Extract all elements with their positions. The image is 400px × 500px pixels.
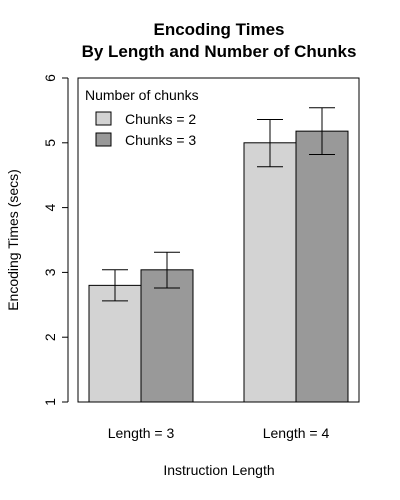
legend-swatch-1 — [95, 111, 112, 126]
bar-1-2 — [140, 269, 194, 403]
y-axis: 1 2 3 4 5 6 — [42, 74, 69, 406]
x-axis-label: Instruction Length — [163, 462, 274, 478]
y-tick-label: 3 — [42, 268, 58, 276]
x-tick-label: Length = 3 — [108, 425, 175, 441]
y-tick-label: 4 — [42, 203, 58, 211]
x-axis: Length = 3 Length = 4 — [108, 425, 330, 441]
y-axis-label: Encoding Times (secs) — [5, 169, 21, 311]
bar-2-2 — [295, 130, 349, 403]
plot-frame — [77, 77, 360, 403]
y-tick-label: 5 — [42, 139, 58, 147]
legend-label-2: Chunks = 3 — [125, 132, 196, 148]
bars-group — [88, 130, 349, 403]
error-bars-group — [102, 107, 335, 302]
bar-2-1 — [243, 142, 297, 403]
legend-title: Number of chunks — [85, 87, 199, 103]
legend-label-1: Chunks = 2 — [125, 111, 196, 127]
chart-title: Encoding Times — [154, 20, 285, 39]
bar-1-1 — [88, 284, 142, 403]
legend: Number of chunks Chunks = 2 Chunks = 3 — [85, 87, 199, 148]
x-tick-label: Length = 4 — [263, 425, 330, 441]
y-tick-label: 1 — [42, 398, 58, 406]
legend-swatch-2 — [95, 132, 112, 147]
y-tick-label: 2 — [42, 333, 58, 341]
chart-subtitle: By Length and Number of Chunks — [82, 42, 357, 61]
y-tick-label: 6 — [42, 74, 58, 82]
